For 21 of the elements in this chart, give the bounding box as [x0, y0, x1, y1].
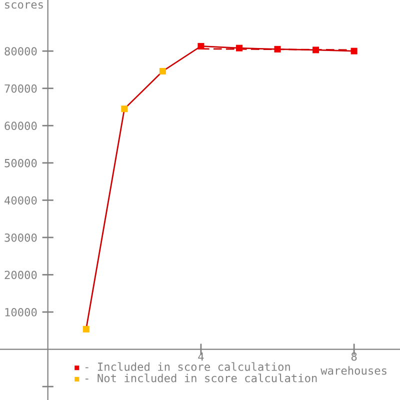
point: [159, 68, 166, 74]
point: [274, 46, 281, 52]
point: [82, 326, 90, 332]
y-tick-label: 70000: [4, 84, 37, 93]
y-tick-label: 30000: [4, 233, 37, 242]
point: [121, 106, 128, 112]
point: [350, 48, 358, 54]
y-tick-label: 80000: [4, 47, 37, 56]
y-tick-label: 60000: [4, 122, 37, 130]
y-tick-label: 20000: [4, 270, 37, 280]
point: [198, 42, 204, 50]
point: [312, 46, 320, 54]
y-tick-label: 40000: [4, 196, 37, 205]
legend-label: - Not included in score calculation: [85, 374, 317, 382]
x-tick-label: 8: [351, 352, 357, 361]
legend-label: - Included in score calculation: [85, 362, 290, 371]
point: [236, 44, 242, 52]
y-tick-label: 50000: [4, 158, 37, 168]
y-tick-label: 10000: [5, 308, 37, 316]
x-axis-title: warehouses: [320, 366, 386, 375]
y-axis-title: scores: [5, 2, 43, 9]
